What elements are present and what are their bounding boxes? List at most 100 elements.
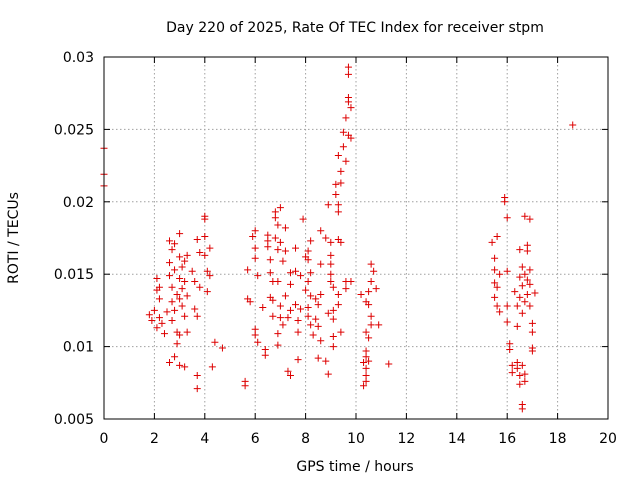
data-point [518, 361, 526, 369]
data-point [297, 272, 305, 280]
data-point [158, 319, 166, 327]
data-point [503, 302, 511, 310]
data-point [362, 353, 370, 361]
data-point [526, 302, 534, 310]
data-point [193, 312, 201, 320]
x-tick-label: 10 [347, 431, 365, 447]
data-point [518, 263, 526, 271]
data-point [166, 359, 174, 367]
data-point [329, 283, 337, 291]
data-point [365, 334, 373, 342]
data-point [360, 382, 368, 390]
data-point [523, 247, 531, 255]
data-point [201, 233, 209, 241]
chart-title: Day 220 of 2025, Rate Of TEC Index for r… [166, 20, 544, 36]
data-point [286, 372, 294, 380]
data-point [286, 280, 294, 288]
data-point [171, 306, 179, 314]
data-point [191, 305, 199, 313]
data-point [196, 248, 204, 256]
data-point [274, 341, 282, 349]
data-point [528, 328, 536, 336]
data-point [317, 227, 325, 235]
data-point [506, 345, 514, 353]
data-point [365, 288, 373, 296]
data-point [357, 290, 365, 298]
data-point [362, 377, 370, 385]
x-tick-label: 16 [498, 431, 516, 447]
data-point [292, 301, 300, 309]
data-point [176, 275, 184, 283]
data-point [334, 301, 342, 309]
data-point [523, 290, 531, 298]
data-point [251, 331, 259, 339]
data-point [526, 266, 534, 274]
x-tick-label: 8 [301, 431, 310, 447]
data-point [181, 312, 189, 320]
data-point [251, 254, 259, 262]
data-point [344, 70, 352, 78]
data-point [148, 317, 156, 325]
data-point [385, 360, 393, 368]
data-point [314, 322, 322, 330]
data-point [281, 247, 289, 255]
data-point [314, 301, 322, 309]
data-point [171, 353, 179, 361]
data-point [284, 367, 292, 375]
data-point [166, 272, 174, 280]
data-point [259, 304, 267, 312]
data-point [488, 238, 496, 246]
data-point [327, 277, 335, 285]
data-point [251, 227, 259, 235]
data-point [309, 331, 317, 339]
data-point [370, 267, 378, 275]
data-point [334, 201, 342, 209]
data-point [493, 302, 501, 310]
data-point [516, 380, 524, 388]
data-point [163, 308, 171, 316]
data-point [516, 372, 524, 380]
data-point [261, 351, 269, 359]
data-point [501, 198, 509, 206]
data-point [324, 201, 332, 209]
data-point [160, 330, 168, 338]
data-point [246, 298, 254, 306]
data-point [183, 251, 191, 259]
data-point [302, 286, 310, 294]
data-point [203, 267, 211, 275]
data-point [274, 246, 282, 254]
data-point [367, 277, 375, 285]
y-tick-label: 0.01 [63, 340, 94, 356]
data-point [171, 240, 179, 248]
data-point [274, 330, 282, 338]
data-point [153, 324, 161, 332]
data-point [518, 309, 526, 317]
data-point [337, 167, 345, 175]
data-point [496, 270, 504, 278]
data-point [276, 302, 284, 310]
data-point [344, 98, 352, 106]
data-point [503, 214, 511, 222]
data-point [276, 204, 284, 212]
x-tick-label: 18 [549, 431, 567, 447]
data-point [176, 295, 184, 303]
data-point [208, 363, 216, 371]
data-point [299, 215, 307, 223]
data-point [181, 363, 189, 371]
data-point [168, 317, 176, 325]
data-point [304, 247, 312, 255]
data-point [362, 364, 370, 372]
data-point [193, 372, 201, 380]
data-point [329, 306, 337, 314]
data-point [173, 290, 181, 298]
data-point [307, 292, 315, 300]
y-tick-label: 0.005 [54, 412, 94, 428]
data-point [241, 382, 249, 390]
data-point [317, 260, 325, 268]
data-point [317, 290, 325, 298]
data-point [150, 306, 158, 314]
data-point [176, 253, 184, 261]
data-point [521, 370, 529, 378]
data-point [286, 269, 294, 277]
data-point [304, 256, 312, 264]
